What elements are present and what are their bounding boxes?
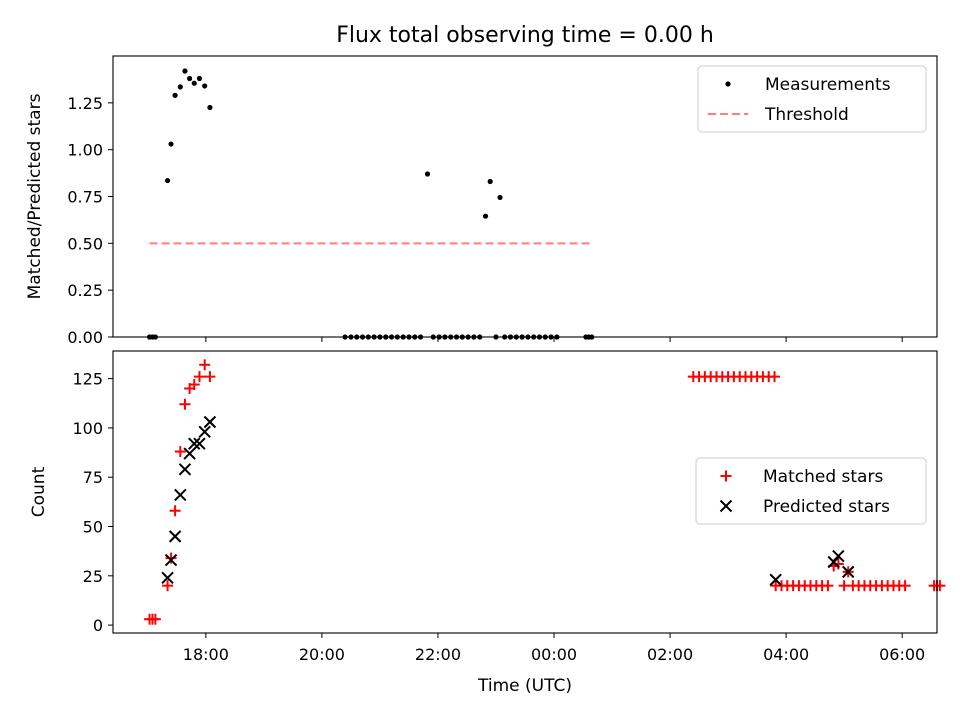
matched-star-point xyxy=(199,359,211,371)
legend-matched-swatch xyxy=(720,470,732,482)
legend: Matched stars Predicted stars xyxy=(695,457,927,525)
measurement-point xyxy=(424,171,431,177)
x-marker-b xyxy=(193,437,206,450)
y-tick-label: 125 xyxy=(72,370,103,389)
matched-star-point xyxy=(899,580,911,592)
x-axis-label: Time (UTC) xyxy=(477,676,572,696)
y-tick-label: 1.00 xyxy=(67,141,103,160)
x-marker-b xyxy=(832,549,845,563)
y-tick-label: 100 xyxy=(72,419,103,438)
panel-ratio: 0.00 0.25 0.50 0.75 1.00 1.25 Matched/Predicte… xyxy=(25,55,938,347)
legend-measurement-swatch xyxy=(725,81,731,87)
predicted-star-point xyxy=(769,573,782,586)
y-tick-label: 0.50 xyxy=(67,234,103,253)
x-marker-b xyxy=(769,573,782,586)
predicted-star-point xyxy=(183,447,196,460)
x-tick-label: 04:00 xyxy=(763,645,809,664)
matched-star-point xyxy=(162,580,174,592)
measurement-point xyxy=(202,83,208,89)
x-marker-b xyxy=(188,437,201,450)
legend-box xyxy=(697,65,927,133)
x-marker-b xyxy=(164,553,178,567)
y-tick-label: 0.25 xyxy=(67,281,103,300)
measurement-point xyxy=(168,141,174,147)
y-tick-label: 0 xyxy=(93,616,103,635)
measurement-point xyxy=(207,104,213,111)
matched-star-point xyxy=(165,552,177,564)
x-marker-b xyxy=(198,425,211,439)
y-axis-label: Count xyxy=(29,466,49,517)
y-tick-label: 50 xyxy=(83,518,103,537)
measurement-point xyxy=(182,68,188,74)
predicted-star-point xyxy=(198,425,211,439)
y-tick-label: 75 xyxy=(83,468,103,487)
matched-star-point xyxy=(179,398,191,410)
plot-frame xyxy=(112,350,938,634)
predicted-star-point xyxy=(842,565,855,579)
measurement-point xyxy=(482,213,489,219)
matched-star-point xyxy=(188,379,200,391)
y-axis-label: Matched/Predicted stars xyxy=(25,93,45,299)
matched-star-point xyxy=(174,446,186,458)
predicted-star-point xyxy=(161,571,174,584)
x-tick-label: 20:00 xyxy=(299,645,345,664)
matched-star-point xyxy=(822,580,834,592)
series-matched-stars xyxy=(144,359,946,625)
y-tick-label: 1.25 xyxy=(67,94,103,113)
matched-star-point xyxy=(769,371,781,383)
y-tick-label: 25 xyxy=(83,567,103,586)
measurement-point xyxy=(164,177,171,184)
x-marker-b xyxy=(174,488,187,502)
predicted-star-point xyxy=(188,437,201,450)
predicted-star-point xyxy=(832,549,845,563)
x-marker-b xyxy=(178,463,192,476)
panel-counts: 18:00 20:00 22:00 00:00 02:00 04:00 06:00 0 25 50… xyxy=(29,350,946,664)
predicted-star-point xyxy=(203,415,217,429)
x-tick-label: 02:00 xyxy=(647,645,693,664)
predicted-star-point xyxy=(178,463,192,476)
x-marker-b xyxy=(161,571,174,584)
measurement-point xyxy=(177,84,183,90)
predicted-star-point xyxy=(164,553,178,567)
measurement-point xyxy=(191,80,197,86)
series-predicted-stars xyxy=(161,415,855,586)
y-tick-label: 0.00 xyxy=(67,328,103,347)
x-marker-b xyxy=(183,447,196,460)
predicted-star-point xyxy=(168,530,182,543)
legend: Measurements Threshold xyxy=(697,65,927,133)
measurement-point xyxy=(186,75,193,82)
y-tick-label: 0.75 xyxy=(67,188,103,207)
legend-predicted-swatch xyxy=(719,499,733,513)
predicted-star-point xyxy=(174,488,187,502)
x-marker-b xyxy=(203,415,217,429)
chart-title: Flux total observing time = 0.00 h xyxy=(336,23,714,48)
legend-label: Threshold xyxy=(764,105,849,125)
matched-star-point xyxy=(193,371,205,383)
measurement-point xyxy=(196,75,203,82)
x-marker-b xyxy=(168,530,182,543)
measurement-point xyxy=(487,178,493,185)
x-tick-label: 06:00 xyxy=(879,645,925,664)
measurement-point xyxy=(172,92,178,98)
x-tick-label: 00:00 xyxy=(531,645,577,664)
x-tick-label: 18:00 xyxy=(183,645,229,664)
legend-label: Measurements xyxy=(765,75,891,95)
measurement-point xyxy=(497,194,503,201)
matched-star-point xyxy=(169,505,181,517)
legend-label: Matched stars xyxy=(763,467,883,487)
matched-star-point xyxy=(149,613,161,625)
matched-star-point xyxy=(204,371,216,383)
x-tick-label: 22:00 xyxy=(415,645,461,664)
x-marker-b xyxy=(719,499,733,513)
x-marker-b xyxy=(842,565,855,579)
matched-star-point xyxy=(934,580,946,592)
series-measurements xyxy=(146,68,595,340)
predicted-star-point xyxy=(193,437,206,450)
legend-box xyxy=(695,457,927,525)
legend-label: Predicted stars xyxy=(763,497,890,517)
